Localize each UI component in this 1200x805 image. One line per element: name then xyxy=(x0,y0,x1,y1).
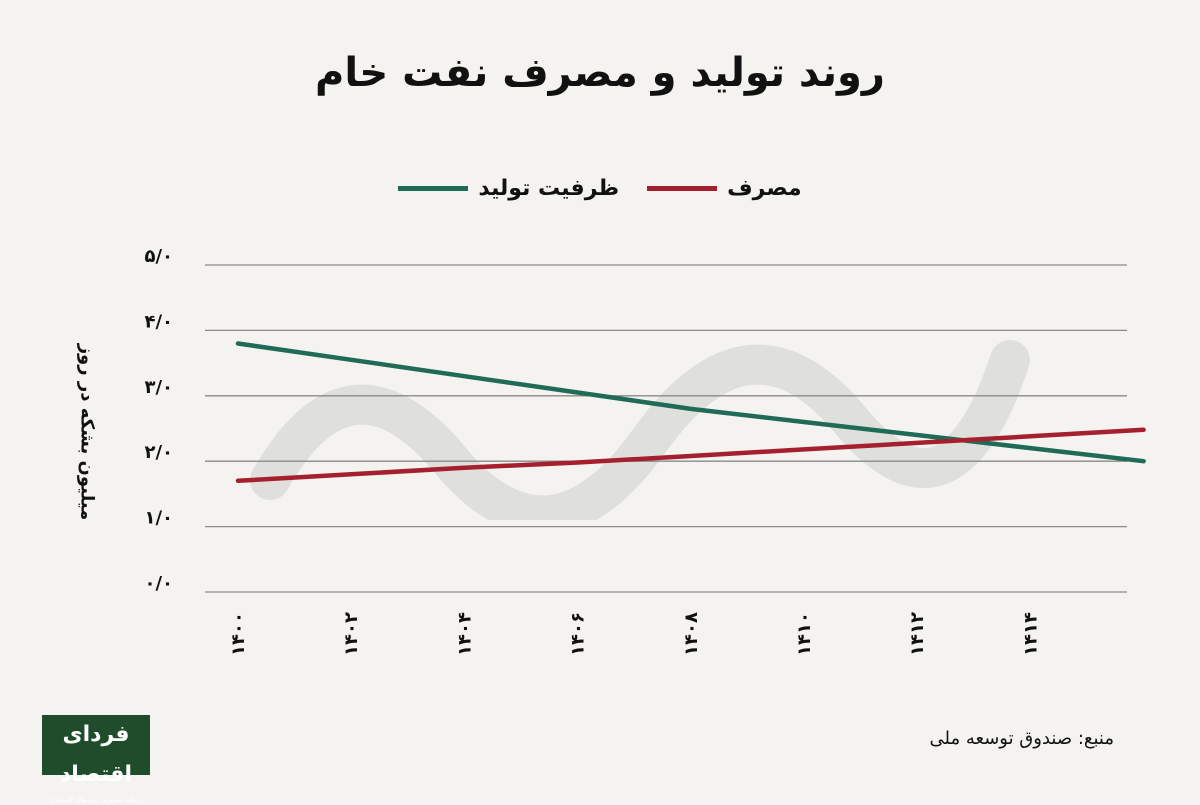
legend-swatch-capacity xyxy=(398,186,469,191)
legend-label-capacity: ظرفیت تولید xyxy=(478,176,620,201)
y-tick-label: ۰/۰ xyxy=(144,573,173,594)
x-tick-label: ۱۴۱۲ xyxy=(907,612,928,656)
x-tick-label: ۱۴۰۲ xyxy=(341,612,362,656)
x-tick-label: ۱۴۰۰ xyxy=(228,612,249,656)
x-tick-label: ۱۴۰۸ xyxy=(681,612,702,656)
logo-subtitle: رسانه تصویری روندهای اقتصادی xyxy=(48,796,144,804)
legend-item-consumption: مصرف xyxy=(647,176,802,201)
logo: فردای اقتصاد رسانه تصویری روندهای اقتصاد… xyxy=(42,715,150,804)
source-note: منبع: صندوق توسعه ملی xyxy=(929,728,1114,749)
y-tick-label: ۱/۰ xyxy=(144,508,173,529)
x-tick-label: ۱۴۰۶ xyxy=(568,612,589,656)
x-tick-label: ۱۴۱۰ xyxy=(794,612,815,656)
y-tick-label: ۵/۰ xyxy=(144,246,173,267)
y-tick-label: ۲/۰ xyxy=(144,442,173,463)
y-tick-label: ۴/۰ xyxy=(144,311,173,332)
chart-legend: مصرف ظرفیت تولید xyxy=(0,176,1200,201)
x-tick-label: ۱۴۱۴ xyxy=(1020,612,1041,656)
legend-label-consumption: مصرف xyxy=(727,176,802,201)
series-line-capacity xyxy=(235,341,1146,464)
watermark-logo xyxy=(250,340,1030,520)
y-tick-label: ۳/۰ xyxy=(144,377,173,398)
x-tick-label: ۱۴۰۴ xyxy=(454,612,475,656)
series-line-consumption xyxy=(235,427,1146,484)
legend-item-capacity: ظرفیت تولید xyxy=(398,176,619,201)
legend-swatch-consumption xyxy=(647,186,718,191)
logo-title: فردای اقتصاد xyxy=(59,722,133,787)
chart-title: روند تولید و مصرف نفت خام xyxy=(315,50,885,96)
